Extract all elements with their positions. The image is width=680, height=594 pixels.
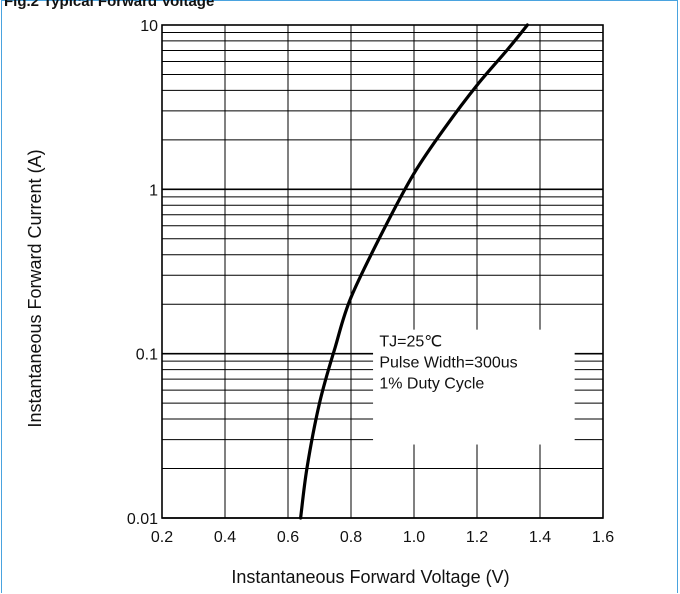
annotation-line: Pulse Width=300us (379, 355, 517, 372)
plot-border (161, 24, 604, 519)
x-tick-label: 0.4 (214, 529, 236, 546)
figure-heading: Fig.2 Typical Forward Voltage (4, 0, 215, 10)
annotation-line: 1% Duty Cycle (379, 376, 484, 393)
x-tick-label: 0.8 (340, 529, 362, 546)
x-tick-label: 0.2 (151, 529, 173, 546)
x-tick-label: 1.4 (529, 529, 551, 546)
annotation-line: TJ=25℃ (379, 334, 442, 351)
x-tick-labels: 0.2 0.4 0.6 0.8 1.0 1.2 1.4 1.6 (151, 529, 614, 546)
annotation-group: TJ=25℃ Pulse Width=300us 1% Duty Cycle (379, 334, 517, 393)
x-tick-label: 1.2 (466, 529, 488, 546)
annotation-box (373, 329, 575, 445)
series-line (299, 23, 529, 520)
y-tick-label: 1 (149, 182, 158, 199)
y-tick-label: 0.1 (136, 347, 158, 364)
x-tick-label: 1.6 (592, 529, 614, 546)
x-tick-label: 1.0 (403, 529, 425, 546)
x-tick-label: 0.6 (277, 529, 299, 546)
x-axis-title: Instantaneous Forward Voltage (V) (231, 567, 509, 587)
y-axis-title: Instantaneous Forward Current (A) (25, 149, 45, 427)
y-tick-labels: 0.01 0.1 1 10 (127, 18, 158, 528)
y-tick-label: 0.01 (127, 511, 158, 528)
y-tick-label: 10 (140, 18, 158, 35)
